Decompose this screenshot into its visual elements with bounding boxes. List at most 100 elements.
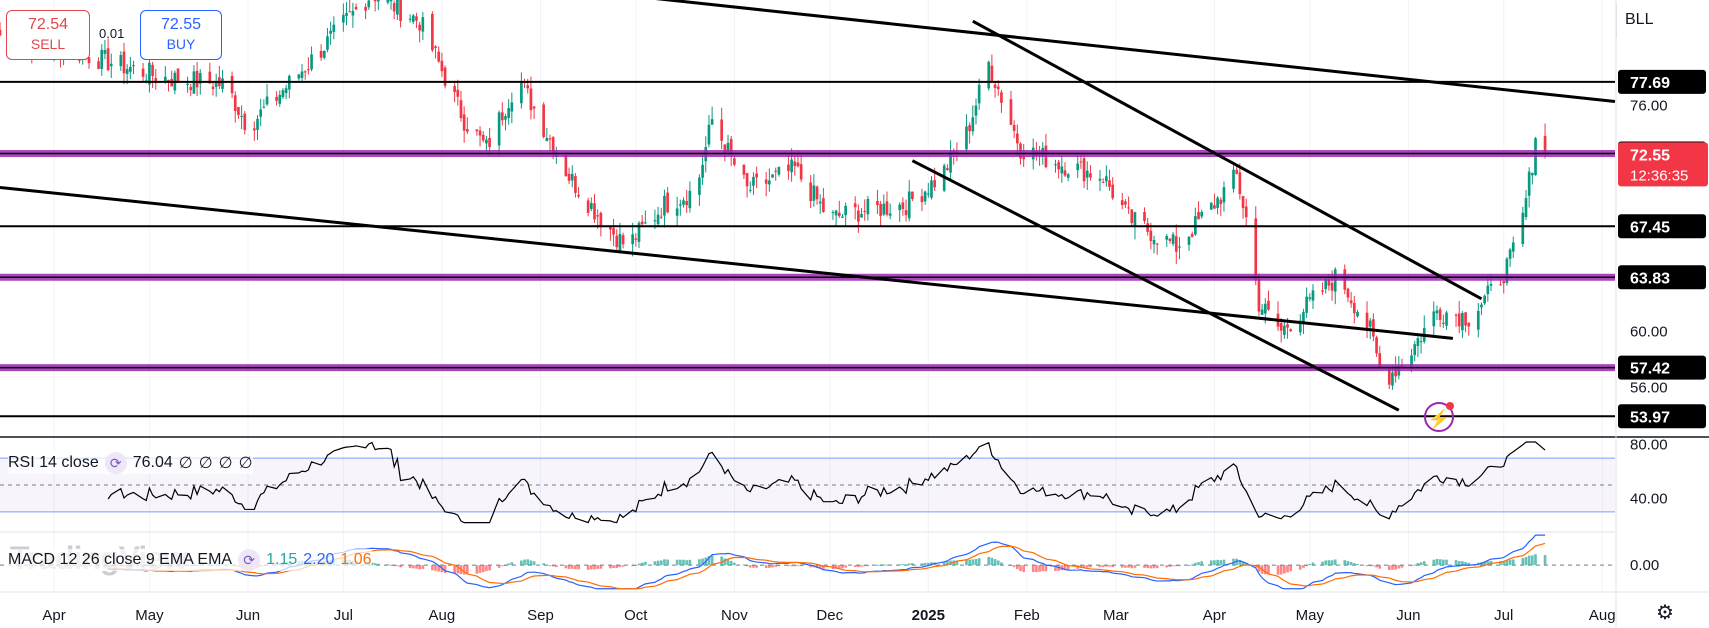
macd-histogram-bar [504,564,507,566]
candle-body [1057,162,1060,170]
macd-histogram-bar [755,565,758,568]
candle-body [1238,172,1242,195]
macd-histogram-bar [465,565,469,575]
macd-histogram-bar [888,564,892,566]
candle-body [1241,196,1245,209]
bolt-icon[interactable]: ⚡ [1424,402,1454,432]
time-axis-label: Jul [334,607,353,624]
candle-body [1438,309,1442,321]
sell-button[interactable]: 72.54 SELL [6,10,90,60]
candle-body [1235,169,1239,174]
macd-tick-label: 0.00 [1630,557,1659,574]
macd-histogram-bar [411,565,415,569]
macd-histogram-bar [1155,565,1159,569]
candle-body [1286,324,1289,328]
candle-body [637,222,641,242]
candle-body [1200,211,1204,217]
candle-body [742,164,746,175]
candle-body [653,220,657,222]
rsi-legend[interactable]: RSI 14 close ⟳ 76.04 ∅ ∅ ∅ ∅ [8,452,253,474]
macd-legend[interactable]: MACD 12 26 close 9 EMA EMA ⟳ 1.15 2.20 1… [8,549,372,571]
candle-body [87,57,91,64]
macd-histogram-bar [564,565,568,569]
candle-body [478,130,482,136]
candle-body [822,198,825,212]
macd-histogram-bar [1508,559,1512,566]
candle-body [812,185,816,201]
candle-body [1155,243,1159,245]
candle-body [720,119,723,141]
macd-histogram-bar [853,565,857,567]
macd-histogram-bar [1178,565,1181,567]
candle-body [1531,172,1534,176]
macd-histogram-bar [373,563,377,566]
macd-histogram-bar [1419,562,1423,566]
candle-body [1521,212,1525,244]
candle-body [907,191,911,219]
candle-body [0,29,2,36]
macd-histogram-bar [841,565,844,569]
rsi-label: RSI 14 close [8,454,99,471]
macd-histogram-bar [710,555,714,566]
candle-body [389,0,393,2]
macd-histogram-bar [1461,561,1464,566]
candle-body [796,162,800,167]
buy-button[interactable]: 72.55 BUY [140,10,222,60]
time-axis-label: Jun [236,607,260,624]
buy-price: 72.55 [160,16,202,33]
candle-body [233,95,237,111]
candle-body [1063,170,1067,176]
candle-body [586,200,590,213]
macd-histogram-bar [1171,565,1175,567]
gear-icon[interactable]: ⚙ [1656,602,1674,624]
macd-histogram-bar [946,561,949,566]
candle-body [418,24,421,31]
candle-body [656,214,660,225]
candle-body [621,235,625,245]
macd-histogram-bar [942,561,946,566]
macd-histogram-bar [1244,563,1248,566]
macd-histogram-bar [742,564,746,566]
candle-body [415,16,418,21]
macd-histogram-bar [1286,565,1289,573]
candle-body [1178,246,1181,248]
candle-body [322,50,326,58]
macd-histogram-bar [656,560,660,566]
macd-histogram-bar [1333,559,1337,566]
macd-histogram-bar [615,565,619,569]
candle-body [764,179,768,184]
macd-histogram-bar [1521,558,1525,566]
candle-body [1432,311,1436,327]
macd-histogram-bar [1124,565,1127,568]
macd-histogram-bar [1311,562,1315,566]
candle-body [876,200,879,206]
macd-histogram-bar [431,565,434,571]
candle-body [1391,372,1394,386]
candle-body [678,204,682,206]
candle-body [809,182,813,202]
macd-histogram-bar [567,565,571,569]
candle-body [1254,218,1258,281]
candle-body [1165,236,1169,240]
candle-body [411,15,415,22]
last-price-box [1618,142,1708,187]
macd-histogram-bar [977,558,981,566]
cog-icon[interactable]: ⟳ [238,549,261,571]
candle-body [1076,163,1080,171]
macd-histogram-bar [462,565,466,575]
candle-body [631,234,634,245]
candle-body [1349,300,1353,304]
macd-histogram-bar [733,562,736,566]
candle-body [1012,125,1016,131]
candle-body [996,86,1000,90]
candle-body [1352,303,1356,314]
candle-body [926,193,930,195]
symbol-badge[interactable]: BLL [1616,4,1707,38]
candle-body [195,70,199,88]
cog-icon[interactable]: ⟳ [104,452,127,474]
macd-histogram-bar [955,560,959,566]
sell-label: SELL [30,36,66,52]
candle-body [901,202,905,210]
time-axis-label: May [1296,607,1325,624]
